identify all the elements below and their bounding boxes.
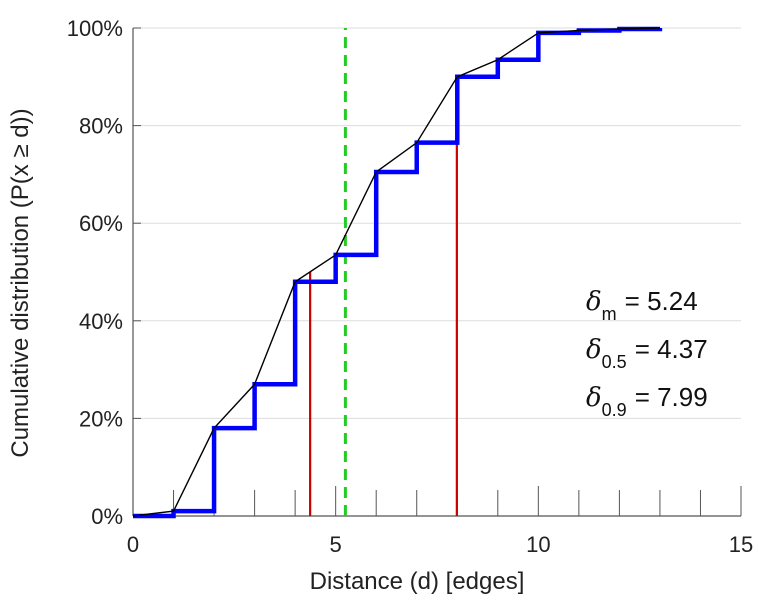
- y-tick-label: 60%: [79, 211, 123, 236]
- stat-annotation: δ0.9 = 7.99: [586, 382, 708, 420]
- tick-labels: 0 5 10 15 0% 20% 40% 60% 80% 100%: [67, 16, 754, 557]
- y-tick-label: 40%: [79, 309, 123, 334]
- reference-lines: [309, 28, 458, 516]
- stat-annotation: δ0.5 = 4.37: [586, 334, 708, 372]
- y-tick-label: 20%: [79, 406, 123, 431]
- cumulative-trend-line: [132, 27, 660, 517]
- y-tick-label: 100%: [67, 16, 123, 41]
- x-tick-label: 5: [330, 532, 342, 557]
- series-layer: [132, 26, 663, 519]
- x-axis-label: Distance (d) [edges]: [310, 568, 525, 595]
- y-tick-label: 0%: [91, 504, 123, 529]
- y-axis-label: Cumulative distribution (P(x ≥ d)): [7, 108, 34, 457]
- x-tick-label: 0: [127, 532, 139, 557]
- x-tick-label: 15: [729, 532, 753, 557]
- x-tick-label: 10: [526, 532, 550, 557]
- axes: [132, 27, 742, 517]
- grid-lines: [133, 27, 741, 517]
- step-series-line: [133, 26, 663, 519]
- y-tick-label: 80%: [79, 114, 123, 139]
- stat-annotation: δm = 5.24: [586, 286, 698, 324]
- stat-annotations: δm = 5.24 δ0.5 = 4.37 δ0.9 = 7.99: [586, 286, 708, 420]
